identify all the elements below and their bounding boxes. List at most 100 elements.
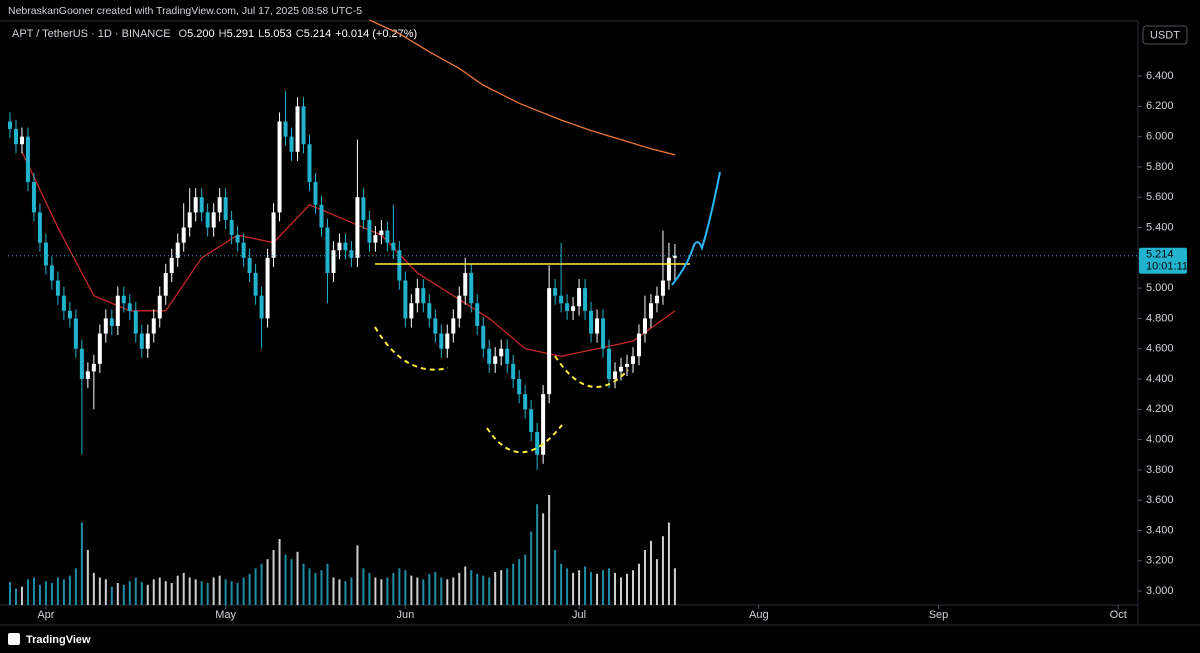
candle-body: [25, 136, 30, 183]
candle-body: [619, 366, 624, 372]
volume-bar: [434, 572, 437, 605]
volume-bar: [206, 583, 209, 605]
legend-change: +0.014 (+0.27%): [335, 28, 417, 40]
currency[interactable]: USDT: [1150, 29, 1180, 41]
candle-body: [271, 212, 276, 258]
volume-bar: [482, 575, 485, 605]
candle-body: [427, 303, 432, 319]
candle-body: [175, 242, 180, 258]
candle-body: [295, 106, 300, 152]
volume-bar: [667, 522, 670, 605]
candle-body: [553, 288, 558, 296]
y-tick-label: 4.600: [1146, 343, 1174, 355]
candle-body: [391, 242, 396, 251]
volume-bar: [578, 570, 581, 605]
volume-bar: [68, 575, 71, 605]
candle-body: [421, 288, 426, 304]
y-tick-label: 5.000: [1146, 282, 1174, 294]
volume-bar: [260, 563, 263, 605]
volume-bar: [50, 583, 53, 605]
brand: TradingView: [26, 634, 91, 646]
candle-body: [157, 295, 162, 319]
candle-body: [660, 280, 665, 296]
x-tick-label: Apr: [37, 609, 54, 621]
candle-body: [217, 197, 222, 213]
volume-bar: [500, 570, 503, 605]
x-tick-label: Jun: [396, 609, 414, 621]
volume-bar: [140, 582, 143, 605]
candle-body: [595, 318, 600, 334]
candle-body: [457, 295, 462, 319]
volume-bar: [464, 566, 467, 605]
volume-bar: [176, 575, 179, 605]
volume-bar: [230, 581, 233, 605]
volume-bar: [302, 563, 305, 605]
volume-bar: [290, 559, 293, 605]
candle-body: [481, 325, 486, 349]
y-tick-label: 3.800: [1146, 464, 1174, 476]
candle-body: [583, 288, 588, 311]
y-tick-label: 4.000: [1146, 433, 1174, 445]
candle-body: [630, 356, 635, 364]
volume-bar: [164, 581, 167, 605]
volume-bar: [566, 568, 569, 605]
volume-bar: [134, 577, 137, 605]
candle-body: [355, 197, 360, 258]
candle-body: [487, 348, 492, 364]
candle-body: [91, 363, 96, 372]
head-arc: [486, 424, 563, 454]
legend: APT / TetherUS · 1D · BINANCE O 5.200 H 5.2…: [12, 28, 417, 40]
candle-body: [211, 212, 216, 228]
legend-value: 5.200: [187, 28, 215, 40]
volume-bar: [92, 572, 95, 605]
candle-body: [151, 318, 156, 334]
volume-bar: [278, 539, 281, 605]
x-tick-label: Oct: [1110, 609, 1127, 621]
candle-body: [535, 432, 540, 455]
candle-body: [313, 182, 318, 205]
candle-body: [451, 318, 456, 334]
candle-body: [289, 136, 294, 152]
volume-bar: [422, 579, 425, 605]
candle-body: [601, 318, 606, 349]
volume-bar: [596, 573, 599, 605]
candle-body: [331, 250, 336, 273]
volume-bar: [98, 577, 101, 605]
volume-bar: [380, 579, 383, 605]
volume-bar: [116, 583, 119, 605]
volume-bar: [608, 568, 611, 605]
volume-bar: [494, 572, 497, 605]
right-shoulder-arc: [554, 355, 629, 388]
volume-bar: [584, 566, 587, 605]
y-tick-label: 5.400: [1146, 221, 1174, 233]
volume-bar: [188, 577, 191, 605]
volume-bar: [374, 577, 377, 605]
candle-body: [259, 295, 264, 319]
volume-bar: [356, 545, 359, 605]
volume-bar: [506, 568, 509, 605]
volume-bar: [637, 563, 640, 605]
candle-body: [397, 250, 402, 281]
y-tick-label: 3.600: [1146, 494, 1174, 506]
price-label: 5.214: [1146, 249, 1174, 261]
y-tick-label: 6.000: [1146, 131, 1174, 143]
candle-body: [349, 250, 354, 258]
candle-body: [187, 212, 192, 228]
volume-bar: [86, 550, 89, 605]
volume-bar: [590, 572, 593, 605]
candle-body: [31, 182, 36, 213]
volume-bar: [74, 568, 77, 605]
candle-body: [385, 230, 390, 243]
candle-body: [547, 288, 552, 395]
volume-bar: [518, 559, 521, 605]
currency-button[interactable]: [1142, 25, 1188, 45]
candle-body: [49, 265, 54, 281]
x-tick-label: Sep: [929, 609, 949, 621]
volume-bar: [194, 579, 197, 605]
candle-body: [115, 295, 120, 326]
legend-key: L: [258, 28, 264, 40]
volume-bar: [224, 579, 227, 605]
candle-body: [85, 371, 90, 379]
legend-key: H: [219, 28, 227, 40]
